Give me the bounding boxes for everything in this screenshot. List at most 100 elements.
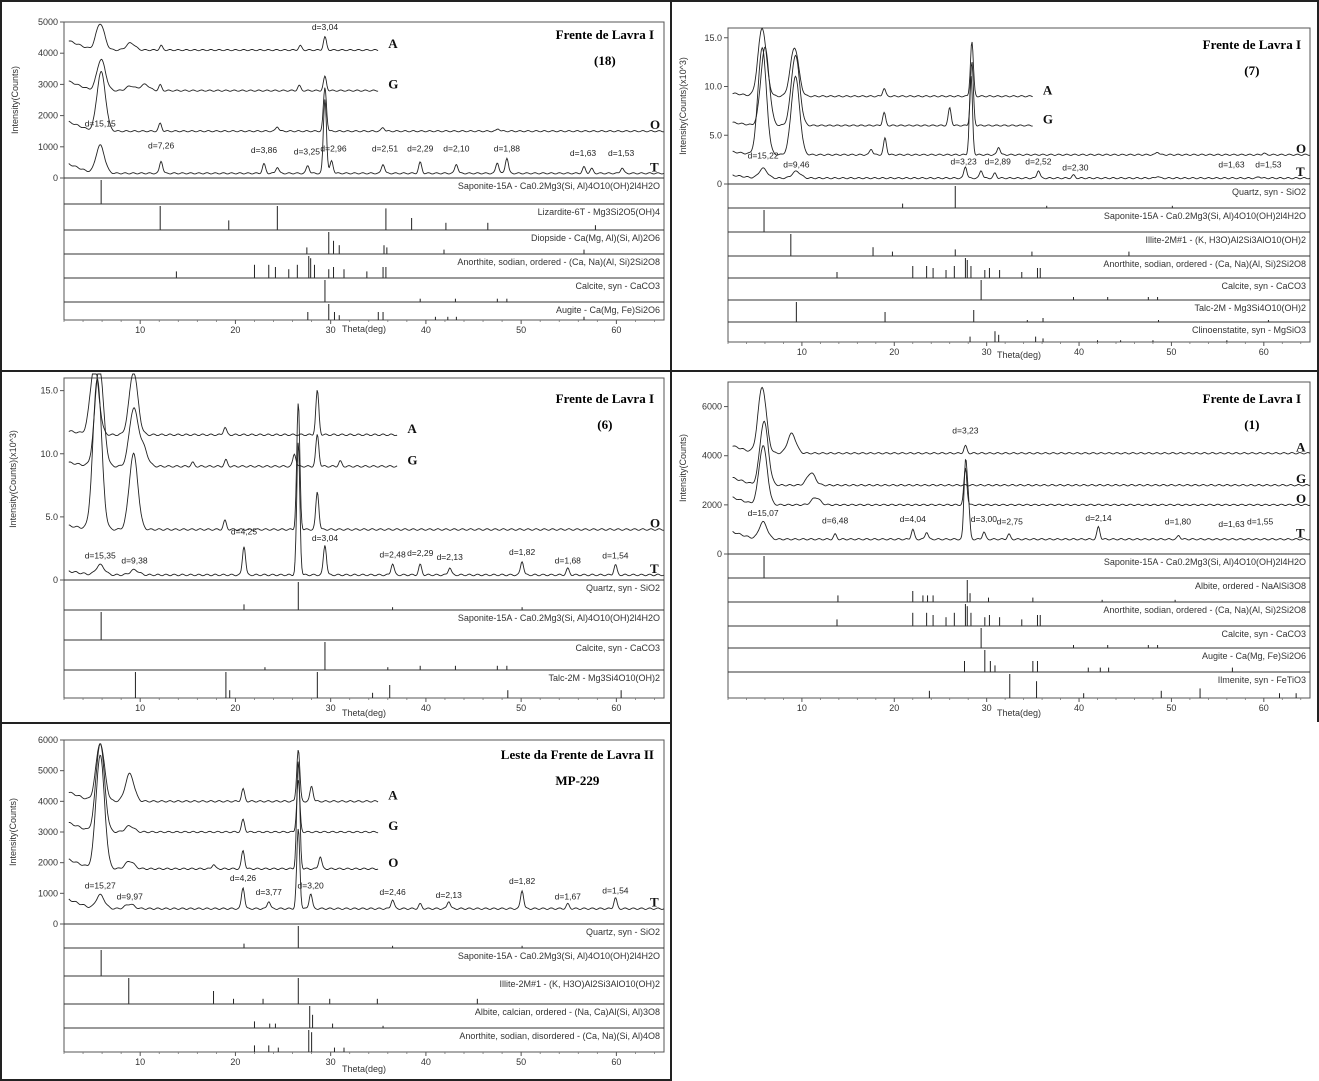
series-line-O [68,70,664,133]
x-tick-label: 30 [326,1057,336,1067]
chart-title: Frente de Lavra I [1202,391,1301,406]
y-tick-label: 0 [53,575,58,585]
x-tick-label: 60 [1259,347,1269,357]
reference-phase-label: Anorthite, sodian, ordered - (Ca, Na)(Al… [1103,259,1306,269]
series-line-A [732,27,1033,98]
x-tick-label: 50 [516,1057,526,1067]
peak-annotation: d=2,52 [1025,157,1052,167]
x-tick-label: 60 [611,703,621,713]
y-tick-label: 0 [717,549,722,559]
y-axis-label: Intensity(Counts) [678,434,688,502]
x-tick-label: 20 [889,703,899,713]
series-label: T [650,561,659,576]
reference-phase-label: Ilmenite, syn - FeTiO3 [1218,675,1306,685]
chart-subtitle: (7) [1244,63,1260,78]
reference-phase-label: Augite - Ca(Mg, Fe)Si2O6 [556,305,660,315]
series-label: G [388,818,398,833]
y-tick-label: 4000 [38,48,58,58]
peak-annotation: d=1,82 [509,876,536,886]
reference-phase-label: Augite - Ca(Mg, Fe)Si2O6 [1202,651,1306,661]
y-tick-label: 0 [717,179,722,189]
peak-annotation: d=1,82 [509,547,536,557]
peak-annotation: d=7,26 [148,140,175,150]
series-line-A [732,386,1310,455]
reference-phase-label: Quartz, syn - SiO2 [586,583,660,593]
chart-title-block: Frente de Lavra I (18) [556,22,654,74]
peak-annotation: d=1,63 [570,148,597,158]
reference-phase-label: Anorthite, sodian, ordered - (Ca, Na)(Al… [1103,605,1306,615]
series-line-G [732,420,1310,487]
y-tick-label: 5.0 [709,130,722,140]
series-line-T [732,166,1310,180]
plot-frame [63,739,665,1053]
x-tick-label: 30 [982,347,992,357]
peak-annotation: d=1,53 [608,148,635,158]
x-axis-label: Theta(deg) [997,350,1041,360]
peak-annotation: d=15,27 [85,881,116,891]
y-tick-label: 10.0 [40,449,58,459]
empty-area [672,722,1319,1081]
chart-subtitle: (18) [594,53,616,68]
reference-phase-label: Lizardite-6T - Mg3Si2O5(OH)4 [538,207,660,217]
chart-panel-frente-lavra-6: 0 5.0 10.0 15.0 Intensity(Counts)(x10^3) 10 20… [0,370,672,724]
x-axis-label: Theta(deg) [997,708,1041,718]
x-tick-label: 10 [797,347,807,357]
y-tick-label: 1000 [38,142,58,152]
series-label: A [407,421,417,436]
x-tick-label: 30 [326,703,336,713]
series-label: A [388,36,398,51]
peak-annotation: d=3,23 [952,426,979,436]
xrd-chart-svg: 0 5.0 10.0 15.0 Intensity(Counts)(x10^3) 10 20… [678,27,1311,360]
x-tick-label: 30 [982,703,992,713]
reference-phase-label: Anorthite, sodian, disordered - (Ca, Na)… [459,1031,660,1041]
plot-frame [727,381,1311,699]
x-tick-label: 50 [516,325,526,335]
series-line-O [68,754,379,870]
series-label: O [650,516,660,531]
series-line-G [68,58,379,92]
peak-annotation: d=1,54 [602,551,629,561]
x-axis-label: Theta(deg) [342,324,386,334]
x-tick-label: 10 [135,1057,145,1067]
peak-annotation: d=3,23 [950,157,977,167]
y-tick-label: 10.0 [704,82,722,92]
chart-title-block: Frente de Lavra I (7) [1203,32,1301,84]
chart-title-block: Frente de Lavra I (6) [556,386,654,438]
plot-frame [63,21,665,321]
reference-phase-label: Saponite-15A - Ca0.2Mg3(Si, Al)4O10(OH)2… [458,181,660,191]
y-tick-label: 4000 [38,796,58,806]
reference-phase-label: Diopside - Ca(Mg, Al)(Si, Al)2O6 [531,233,660,243]
x-tick-label: 40 [421,325,431,335]
peak-annotation: d=1,55 [1247,517,1274,527]
series-line-T [732,458,1310,541]
series-label: G [1043,112,1053,127]
series-line-G [732,46,1033,127]
x-tick-label: 40 [421,703,431,713]
peak-annotation: d=2,51 [372,143,399,153]
chart-panel-frente-lavra-1: 0 2000 4000 6000 Intensity(Counts) 10 20 30 40 50… [670,370,1319,724]
y-axis-label: Intensity(Counts) [8,798,18,866]
y-tick-label: 3000 [38,79,58,89]
peak-annotation: d=3,77 [256,887,283,897]
chart-title: Leste da Frente de Lavra II [500,747,654,762]
peak-annotation: d=1,88 [494,143,521,153]
series-label: T [650,895,659,910]
series-label: A [1296,439,1306,454]
y-tick-label: 3000 [38,827,58,837]
peak-annotation: d=9,38 [121,556,148,566]
peak-annotation: d=1,80 [1165,517,1192,527]
y-tick-label: 15.0 [704,33,722,43]
peak-annotation: d=15,15 [85,119,116,129]
plot-frame [727,27,1311,343]
series-label: G [407,452,417,467]
peak-annotation: d=3,86 [251,145,278,155]
peak-annotation: d=2,13 [437,552,464,562]
peak-annotation: d=9,97 [117,891,144,901]
peak-annotation: d=2,29 [407,548,434,558]
reference-phase-label: Talc-2M - Mg3Si4O10(OH)2 [1194,303,1306,313]
peak-annotation: d=1,68 [555,556,582,566]
chart-panel-frente-lavra-7: 0 5.0 10.0 15.0 Intensity(Counts)(x10^3) 10 20… [670,0,1319,372]
peak-annotation: d=2,96 [320,143,347,153]
x-tick-label: 50 [1166,347,1176,357]
peak-annotation: d=1,53 [1255,159,1282,169]
